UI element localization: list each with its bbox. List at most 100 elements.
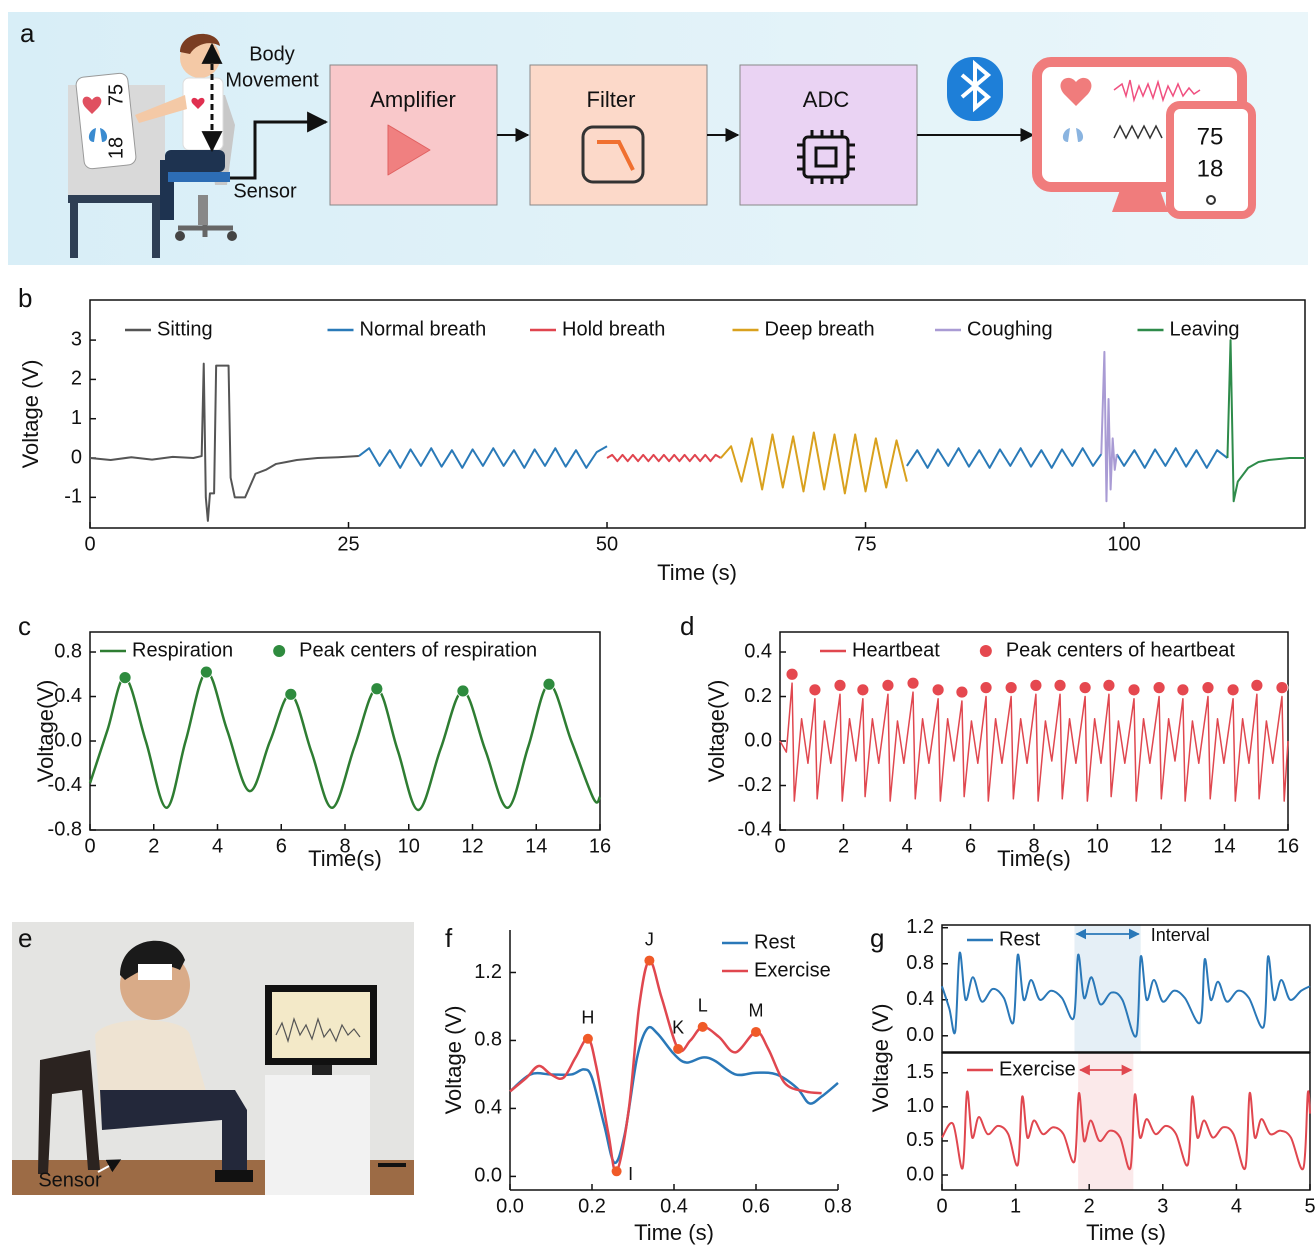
x-tick-label: 75 <box>854 533 876 555</box>
legend-label: Hold breath <box>562 318 665 340</box>
feature-point <box>751 1027 761 1037</box>
x-tick-label: 12 <box>461 835 483 857</box>
y-tick-label: 2 <box>71 368 82 390</box>
feature-label: L <box>698 996 708 1016</box>
panel-label: c <box>18 611 31 641</box>
legend-label: Exercise <box>999 1058 1076 1080</box>
peak-marker <box>457 685 469 697</box>
interval-label: Interval <box>1151 925 1210 945</box>
signal-line <box>721 432 907 493</box>
y-tick-label: 0.0 <box>906 1163 934 1185</box>
x-tick-label: 10 <box>398 835 420 857</box>
shin <box>160 160 174 220</box>
feature-label: J <box>645 929 654 949</box>
x-axis-label: Time(s) <box>308 846 382 871</box>
y-tick-label: 1.0 <box>906 1095 934 1117</box>
peak-marker <box>1251 679 1263 691</box>
y-tick-label: -0.8 <box>48 818 82 840</box>
photo-mask <box>138 964 172 980</box>
x-tick-label: 1 <box>1010 1195 1021 1217</box>
legend-marker <box>273 645 285 657</box>
x-tick-label: 0 <box>774 835 785 857</box>
x-tick-label: 14 <box>1213 835 1235 857</box>
feature-label: H <box>581 1008 594 1028</box>
x-tick-label: 100 <box>1107 533 1140 555</box>
y-tick-label: 0 <box>71 446 82 468</box>
feature-point <box>583 1034 593 1044</box>
x-tick-label: 14 <box>525 835 547 857</box>
y-tick-label: 0.2 <box>744 685 772 707</box>
movement-label: Movement <box>225 69 319 91</box>
peak-marker <box>956 686 968 698</box>
x-axis-label: Time (s) <box>657 560 737 585</box>
y-tick-label: 3 <box>71 328 82 350</box>
peak-marker <box>1079 682 1091 694</box>
signal-line <box>1227 340 1305 501</box>
x-tick-label: 12 <box>1150 835 1172 857</box>
y-tick-label: 0.4 <box>744 640 772 662</box>
x-tick-label: 0 <box>936 1195 947 1217</box>
panel-a: 75 18 Body Movement Sensor Amplifier Fil… <box>8 12 1308 265</box>
x-tick-label: 16 <box>1277 835 1299 857</box>
legend-label: Peak centers of heartbeat <box>1006 639 1235 661</box>
legend-label: Coughing <box>967 318 1053 340</box>
x-tick-label: 50 <box>596 533 618 555</box>
y-tick-label: 0.0 <box>744 729 772 751</box>
x-tick-label: 0.6 <box>742 1195 770 1217</box>
y-tick-label: 0.8 <box>54 640 82 662</box>
peak-marker <box>980 682 992 694</box>
y-axis-label: Voltage (V) <box>441 1006 466 1115</box>
y-tick-label: 1 <box>71 407 82 429</box>
feature-point <box>612 1166 622 1176</box>
chair-wheel <box>175 231 185 241</box>
chair-wheel <box>227 231 237 241</box>
x-tick-label: 4 <box>212 835 223 857</box>
peak-marker <box>882 679 894 691</box>
x-tick-label: 2 <box>148 835 159 857</box>
plot-frame <box>780 632 1288 830</box>
scale-bar <box>378 1163 406 1167</box>
x-tick-label: 6 <box>965 835 976 857</box>
panel-label: e <box>18 923 32 953</box>
block-label: Filter <box>587 87 636 112</box>
peak-marker <box>834 679 846 691</box>
panel-label: a <box>20 18 35 48</box>
x-axis-label: Time (s) <box>634 1220 714 1245</box>
x-tick-label: 0 <box>84 533 95 555</box>
figure: 75 18 Body Movement Sensor Amplifier Fil… <box>0 0 1315 1248</box>
peak-marker <box>907 677 919 689</box>
panel-label: d <box>680 611 694 641</box>
sensor-label: Sensor <box>233 180 297 202</box>
x-tick-label: 0.8 <box>824 1195 852 1217</box>
y-tick-label: 1.5 <box>906 1061 934 1083</box>
peak-marker <box>1128 684 1140 696</box>
y-axis-label: Voltage(V) <box>33 680 58 783</box>
signal-line <box>90 672 600 810</box>
peak-marker <box>200 666 212 678</box>
signal-line <box>510 961 822 1172</box>
body-label: Body <box>249 43 295 65</box>
photo-shoe <box>215 1170 253 1182</box>
y-axis-label: Voltage (V) <box>18 360 43 469</box>
x-tick-label: 0 <box>84 835 95 857</box>
plot-frame <box>90 300 1305 528</box>
peak-marker <box>1103 679 1115 691</box>
legend-marker <box>980 645 992 657</box>
x-tick-label: 0.4 <box>660 1195 688 1217</box>
y-tick-label: 1.2 <box>474 961 502 983</box>
legend-label: Rest <box>754 931 796 953</box>
x-tick-label: 6 <box>276 835 287 857</box>
signal-line <box>780 683 1288 801</box>
y-axis-label: Voltage (V) <box>868 1004 893 1113</box>
legend-label: Leaving <box>1170 318 1240 340</box>
signal-line <box>607 455 721 461</box>
x-axis-label: Time(s) <box>997 846 1071 871</box>
feature-point <box>644 956 654 966</box>
signal-line <box>1101 352 1117 501</box>
x-tick-label: 10 <box>1086 835 1108 857</box>
seat-resp-rate: 18 <box>105 137 127 159</box>
y-axis-label: Voltage(V) <box>704 680 729 783</box>
tablet-heart-rate: 75 <box>1197 123 1224 150</box>
seat-heart-rate: 75 <box>105 84 127 106</box>
legend-label: Sitting <box>157 318 213 340</box>
